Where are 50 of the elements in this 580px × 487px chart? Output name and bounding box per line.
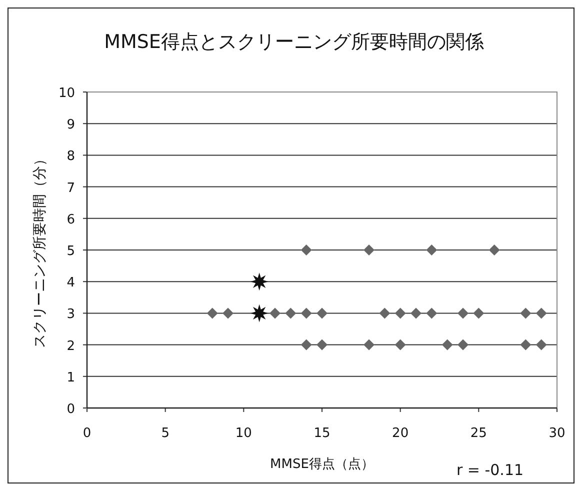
point xyxy=(250,304,268,322)
point xyxy=(442,339,453,350)
point xyxy=(364,244,374,256)
y-tick-label: 3 xyxy=(66,307,75,322)
point xyxy=(206,308,218,319)
x-tick-label: 25 xyxy=(470,426,487,441)
x-tick-label: 15 xyxy=(314,426,330,441)
point xyxy=(250,272,268,291)
text: r = -0.11 xyxy=(456,461,524,479)
point xyxy=(394,339,406,350)
point xyxy=(426,244,438,256)
x-tick-label: 0 xyxy=(82,426,92,441)
x-tick-label: 20 xyxy=(392,426,409,441)
point xyxy=(473,308,484,319)
point xyxy=(270,308,280,319)
point xyxy=(536,339,547,350)
point xyxy=(426,308,438,319)
y-tick-label: 2 xyxy=(66,338,75,354)
point xyxy=(364,339,374,350)
point xyxy=(300,339,312,350)
x-tick-label: 10 xyxy=(235,426,252,441)
y-tick-label: 5 xyxy=(66,244,75,259)
point xyxy=(410,308,422,319)
point xyxy=(488,244,500,256)
point xyxy=(458,308,468,319)
x-tick-label: 5 xyxy=(161,426,170,441)
y-tick-label: 9 xyxy=(66,118,75,133)
y-tick-label: 7 xyxy=(66,180,75,196)
point xyxy=(285,308,296,319)
point xyxy=(536,308,547,319)
point xyxy=(394,308,406,319)
point xyxy=(316,308,328,319)
point xyxy=(520,339,532,350)
point xyxy=(379,308,390,319)
y-tick-label: 8 xyxy=(66,149,75,164)
point xyxy=(300,308,312,319)
point xyxy=(316,339,328,350)
point xyxy=(520,308,532,319)
y-tick-label: 6 xyxy=(66,212,75,228)
y-axis-title: スクリーニング所要時間（分） xyxy=(32,152,48,348)
y-tick-label: 10 xyxy=(58,86,75,101)
y-tick-label: 0 xyxy=(66,402,75,417)
y-tick-label: 1 xyxy=(66,370,75,386)
x-axis-title: MMSE得点（点） xyxy=(270,457,374,472)
point xyxy=(222,308,234,319)
x-tick-label: 30 xyxy=(548,426,566,441)
chart-title: MMSE得点とスクリーニング所要時間の関係 xyxy=(104,31,484,53)
point xyxy=(458,339,468,350)
y-tick-label: 4 xyxy=(66,276,75,291)
point xyxy=(300,244,312,256)
